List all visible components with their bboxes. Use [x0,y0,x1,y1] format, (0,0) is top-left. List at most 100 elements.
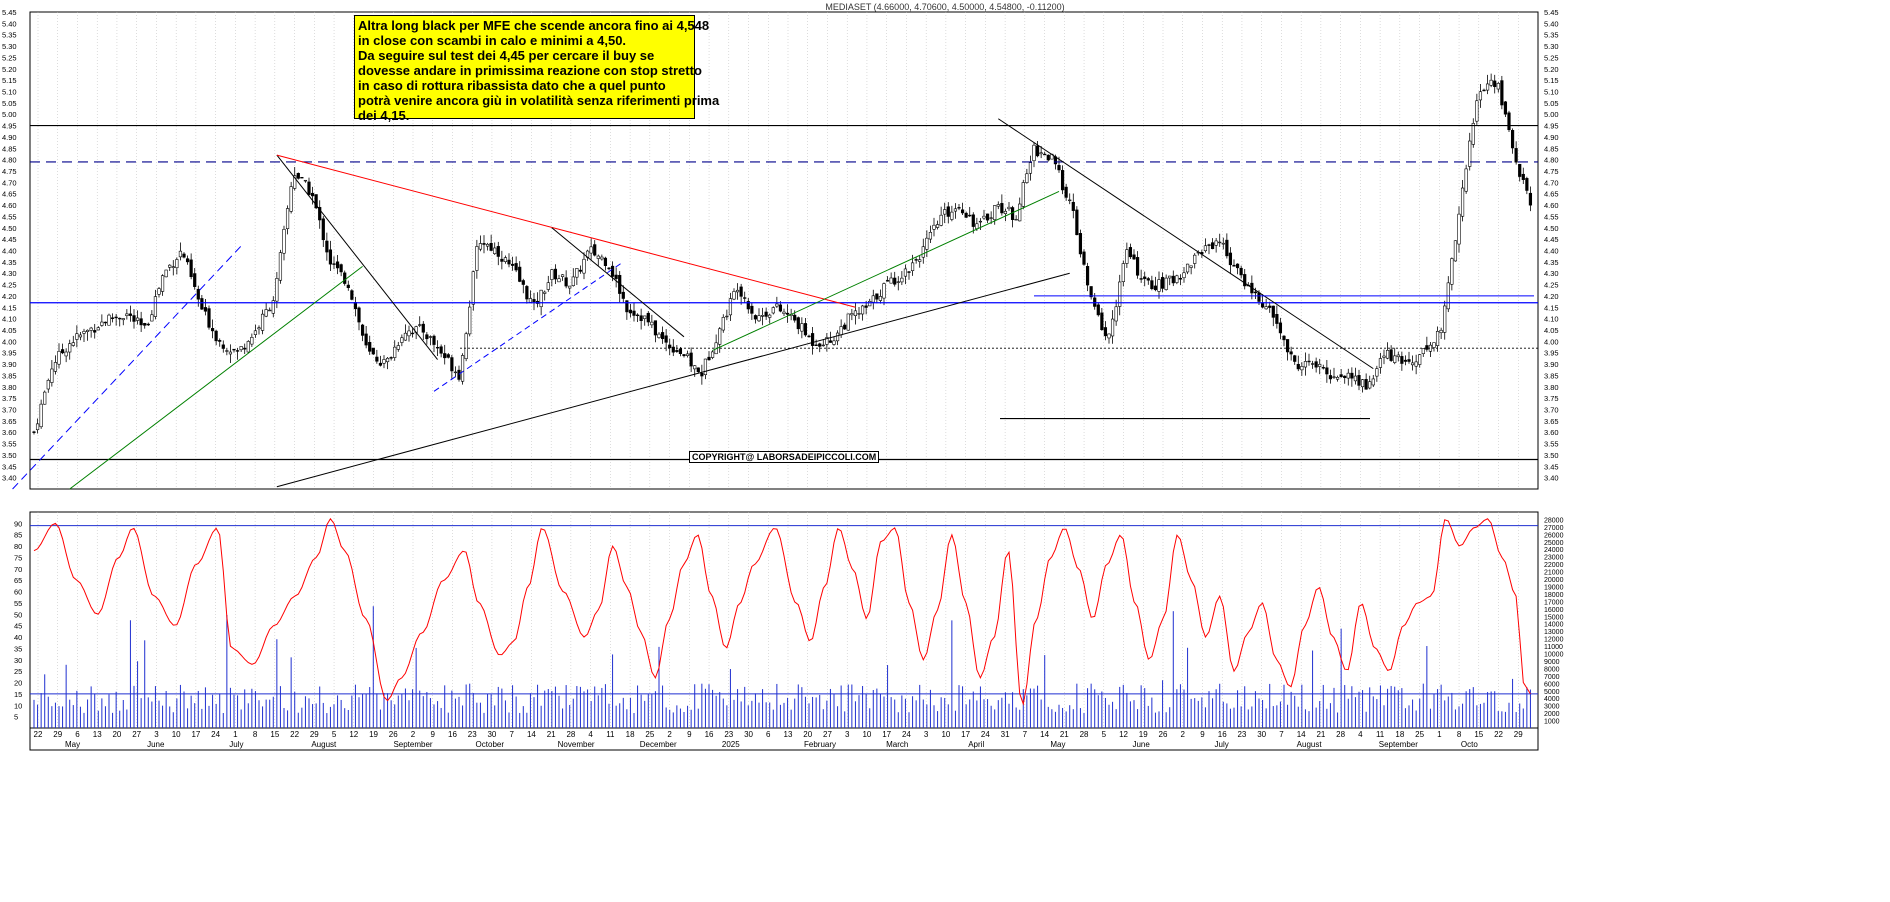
x-tick-label: 14 [527,730,536,739]
trend-line [12,245,242,490]
y-tick-label: 3.60 [2,428,17,437]
candle-body [1364,379,1368,390]
x-month-label: September [1379,740,1418,749]
candle-body [521,280,525,285]
x-tick-label: 9 [687,730,692,739]
candle-body [771,307,775,314]
y-tick-label: 4.50 [1544,224,1559,233]
candle-body [703,358,708,375]
candle-body [796,317,800,330]
osc-tick-label: 80 [14,542,22,551]
x-month-label: August [311,740,337,749]
trend-line [276,154,856,308]
trend-line [276,272,1070,488]
y-tick-label: 4.15 [2,303,17,312]
x-tick-label: 15 [270,730,279,739]
candle-body [328,249,333,265]
candle-body [103,321,108,324]
candle-body [1514,148,1518,163]
candle-body [882,283,886,299]
y-tick-label: 4.35 [1544,258,1559,267]
candle-body [896,281,900,283]
candle-body [839,326,843,336]
x-tick-label: 19 [1139,730,1148,739]
y-tick-label: 4.90 [1544,133,1559,142]
candle-body [1082,251,1086,265]
candle-body [275,278,279,302]
candle-body [907,271,911,273]
y-tick-label: 3.90 [2,360,17,369]
candle-body [364,333,368,346]
chart-grid [37,12,1519,728]
candle-body [857,313,861,315]
candle-body [660,332,665,340]
candle-body [875,293,879,300]
x-tick-label: 28 [1336,730,1345,739]
candle-body [1175,275,1179,283]
y-tick-label: 4.05 [2,326,17,335]
y-tick-label: 3.75 [1544,394,1559,403]
y-tick-label: 4.40 [1544,247,1559,256]
candle-body [1143,276,1147,279]
candle-body [1332,376,1336,378]
x-tick-label: 2 [1181,730,1186,739]
candle-body [325,240,329,253]
candle-body [346,284,350,288]
candle-body [453,371,458,374]
y-tick-label: 3.40 [2,474,17,483]
candle-body [435,346,440,349]
candle-body [1471,123,1475,145]
candle-body [382,359,386,364]
candle-body [1210,242,1215,250]
candle-body [946,206,950,217]
candle-body [607,267,611,270]
candle-body [1418,354,1422,365]
candle-body [925,237,929,250]
x-month-label: May [65,740,80,749]
y-tick-label: 5.10 [2,88,17,97]
x-axis-labels: 22 29 6 13 20 27 3 10 17 24 1 8 15 22 29 5 12 19 26 2 9 16 23 3… [34,730,1524,749]
candle-body [1121,263,1125,283]
candle-body [610,265,615,277]
candle-body [321,218,325,241]
y-axis-labels: 3.40 3.40 3.45 3.45 3.50 3.50 3.55 3.55 3.60 3.60… [2,8,1564,726]
candle-body [1025,173,1029,183]
candle-body [1503,101,1508,115]
candle-body [1303,361,1308,368]
x-month-label: December [640,740,677,749]
candle-body [1296,363,1300,370]
candle-body [596,255,600,259]
candle-body [785,312,790,315]
candle-body [135,317,140,321]
y-tick-label: 4.95 [1544,122,1559,131]
candle-body [146,323,150,326]
candle-body [982,215,986,219]
x-tick-label: 22 [290,730,299,739]
y-tick-label: 4.50 [2,224,17,233]
candle-body [650,321,654,326]
x-tick-label: 20 [112,730,121,739]
volume-bars [33,606,1531,728]
y-tick-label: 3.40 [1544,474,1559,483]
candle-body [1268,305,1272,308]
x-tick-label: 17 [882,730,891,739]
candle-body [953,208,958,212]
candle-body [1285,339,1290,353]
candle-body [1368,381,1372,389]
y-tick-label: 4.20 [2,292,17,301]
candle-body [200,298,204,310]
y-tick-label: 3.65 [2,417,17,426]
candle-body [478,243,483,250]
x-tick-label: 7 [1279,730,1284,739]
candle-body [1496,83,1500,90]
y-tick-label: 5.30 [1544,42,1559,51]
candle-body [107,314,111,326]
candle-body [293,175,297,189]
candle-body [682,354,686,357]
candle-body [1146,278,1150,281]
candle-body [760,315,765,317]
x-month-label: July [229,740,243,749]
y-tick-label: 5.15 [1544,76,1559,85]
candle-body [525,286,529,300]
y-tick-label: 4.15 [1544,303,1559,312]
